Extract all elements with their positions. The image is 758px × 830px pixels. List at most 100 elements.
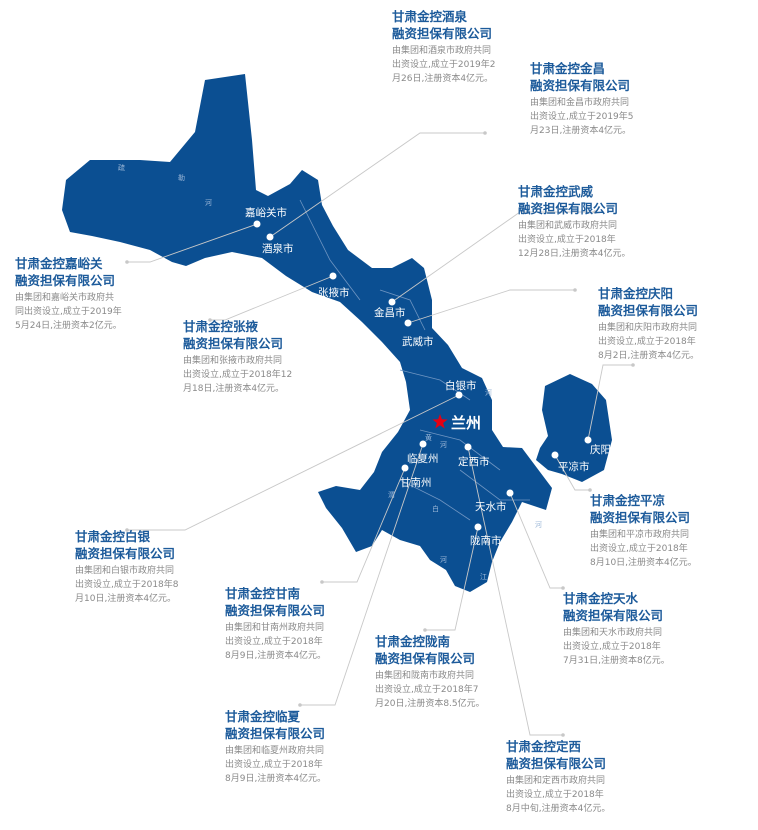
leader-line bbox=[467, 446, 563, 736]
leader-end-dot bbox=[320, 580, 324, 584]
city-dot bbox=[253, 220, 261, 228]
description-line: 由集团和金昌市政府共同 bbox=[530, 98, 630, 108]
company-block: 甘肃金控陇南 融资担保有限公司 由集团和陇南市政府共同 出资设立,成立于2018年7 月… bbox=[375, 633, 485, 711]
company-description: 由集团和金昌市政府共同 出资设立,成立于2019年5 月23日,注册资本4亿元。 bbox=[530, 96, 634, 138]
city-label: 临夏州 bbox=[407, 453, 439, 465]
leader-end-dot bbox=[631, 363, 635, 367]
description-line: 出资设立,成立于2019年5 bbox=[530, 112, 634, 122]
description-line: 由集团和庆阳市政府共同 bbox=[598, 323, 698, 333]
company-block: 甘肃金控临夏融资担保有限公司由集团和临夏州政府共同 出资设立,成立于2018年 8月… bbox=[225, 708, 326, 786]
company-description: 由集团和临夏州政府共同 出资设立,成立于2018年 8月9日,注册资本4亿元。 bbox=[225, 744, 326, 786]
city-dot bbox=[551, 451, 559, 459]
description-line: 由集团和张掖市政府共同 bbox=[183, 356, 283, 366]
star-icon bbox=[432, 414, 448, 429]
company-title-line1: 甘肃金控定西 bbox=[506, 739, 582, 754]
description-line: 由集团和甘南州政府共同 bbox=[225, 623, 325, 633]
company-title-line2: 融资担保有限公司 bbox=[375, 651, 476, 666]
company-block: 甘肃金控嘉峪关 融资担保有限公司 由集团和嘉峪关市政府共 同出资设立,成立于2019年… bbox=[15, 255, 122, 333]
company-title-line1: 甘肃金控庆阳 bbox=[598, 286, 674, 301]
city-dot bbox=[266, 233, 274, 241]
company-block: 甘肃金控酒泉 融资担保有限公司 由集团和酒泉市政府共同 出资设立,成立于2019年2 月… bbox=[392, 8, 496, 86]
company-title-line2: 融资担保有限公司 bbox=[15, 273, 116, 288]
leader-end-dot bbox=[561, 733, 565, 737]
description-line: 8月2日,注册资本4亿元。 bbox=[598, 351, 700, 361]
description-line: 同出资设立,成立于2019年 bbox=[15, 307, 122, 317]
river-label: 黄 bbox=[425, 434, 432, 442]
description-line: 8月10日,注册资本4亿元。 bbox=[590, 558, 697, 568]
river-label: 渭 bbox=[388, 491, 395, 499]
city-dot bbox=[506, 489, 514, 497]
description-line: 由集团和武威市政府共同 bbox=[518, 221, 618, 231]
company-title-line1: 甘肃金控临夏 bbox=[225, 709, 301, 724]
city-label: 庆阳市 bbox=[590, 444, 622, 456]
description-line: 出资设立,成立于2018年 bbox=[563, 642, 661, 652]
boundary-line bbox=[459, 469, 530, 501]
company-title-line2: 融资担保有限公司 bbox=[225, 726, 326, 741]
description-line: 月18日,注册资本4亿元。 bbox=[183, 384, 285, 394]
city-dot bbox=[464, 443, 472, 451]
description-line: 出资设立,成立于2018年8 bbox=[75, 580, 179, 590]
company-description: 由集团和天水市政府共同 出资设立,成立于2018年 7月31日,注册资本8亿元。 bbox=[563, 626, 670, 668]
river-label: 河 bbox=[440, 441, 447, 449]
description-line: 月23日,注册资本4亿元。 bbox=[530, 126, 632, 136]
leader-line bbox=[509, 492, 563, 589]
city-dot bbox=[584, 436, 592, 444]
description-line: 出资设立,成立于2018年 bbox=[518, 235, 616, 245]
company-description: 由集团和白银市政府共同 出资设立,成立于2018年8 月10日,注册资本4亿元。 bbox=[75, 564, 179, 606]
river-label: 河 bbox=[485, 389, 492, 397]
company-title-line2: 融资担保有限公司 bbox=[506, 756, 607, 771]
description-line: 出资设立,成立于2018年 bbox=[598, 337, 696, 347]
city-label: 定西市 bbox=[458, 456, 490, 468]
river-label: 疏 bbox=[118, 164, 125, 172]
city-dot bbox=[455, 391, 463, 399]
description-line: 由集团和定西市政府共同 bbox=[506, 776, 606, 786]
river-label: 勒 bbox=[178, 174, 185, 182]
company-title-line1: 甘肃金控天水 bbox=[563, 591, 639, 606]
river-label: 河 bbox=[205, 199, 212, 207]
city-label: 甘南州 bbox=[400, 477, 432, 489]
map-region-main bbox=[62, 74, 552, 592]
description-line: 出资设立,成立于2018年7 bbox=[375, 685, 479, 695]
company-description: 由集团和陇南市政府共同 出资设立,成立于2018年7 月20日,注册资本8.5亿元。 bbox=[375, 669, 485, 711]
city-label: 武威市 bbox=[402, 336, 434, 348]
leader-end-dot bbox=[573, 288, 577, 292]
company-description: 由集团和武威市政府共同 出资设立,成立于2018年 12月28日,注册资本4亿元。 bbox=[518, 219, 631, 261]
boundary-line bbox=[299, 199, 361, 301]
company-title-line2: 融资担保有限公司 bbox=[392, 26, 493, 41]
description-line: 月10日,注册资本4亿元。 bbox=[75, 594, 177, 604]
leader-line bbox=[407, 289, 575, 324]
description-line: 月26日,注册资本4亿元。 bbox=[392, 74, 494, 84]
capital-label: 兰州 bbox=[451, 414, 482, 432]
description-line: 由集团和陇南市政府共同 bbox=[375, 671, 475, 681]
leader-line bbox=[300, 443, 424, 706]
leader-end-dot bbox=[125, 260, 129, 264]
leader-end-dot bbox=[483, 131, 487, 135]
description-line: 12月28日,注册资本4亿元。 bbox=[518, 249, 631, 259]
city-dot bbox=[329, 272, 337, 280]
company-title-line2: 融资担保有限公司 bbox=[563, 608, 664, 623]
description-line: 由集团和嘉峪关市政府共 bbox=[15, 293, 115, 303]
company-block: 甘肃金控张掖 融资担保有限公司 由集团和张掖市政府共同 出资设立,成立于2018年12… bbox=[183, 318, 292, 396]
city-dot bbox=[388, 298, 396, 306]
company-description: 由集团和庆阳市政府共同 出资设立,成立于2018年 8月2日,注册资本4亿元。 bbox=[598, 321, 699, 363]
description-line: 月20日,注册资本8.5亿元。 bbox=[375, 699, 485, 709]
leader-end-dot bbox=[561, 586, 565, 590]
company-block: 甘肃金控金昌 融资担保有限公司 由集团和金昌市政府共同 出资设立,成立于2019年5 月… bbox=[530, 60, 634, 138]
company-title-line2: 融资担保有限公司 bbox=[530, 78, 631, 93]
leader-line bbox=[210, 275, 334, 321]
map-regions bbox=[62, 74, 612, 592]
description-line: 出资设立,成立于2018年 bbox=[506, 790, 604, 800]
city-label: 陇南市 bbox=[470, 535, 502, 547]
description-line: 8月9日,注册资本4亿元。 bbox=[225, 774, 327, 784]
leader-end-dot bbox=[593, 210, 597, 214]
leader-line bbox=[554, 454, 590, 491]
leader-end-dot bbox=[588, 488, 592, 492]
leader-line bbox=[127, 223, 258, 263]
leader-line bbox=[587, 364, 633, 441]
company-description: 由集团和张掖市政府共同 出资设立,成立于2018年12 月18日,注册资本4亿元。 bbox=[183, 354, 292, 396]
leader-line bbox=[322, 467, 406, 583]
company-title-line1: 甘肃金控甘南 bbox=[225, 586, 301, 601]
description-line: 7月31日,注册资本8亿元。 bbox=[563, 656, 670, 666]
boundary-line bbox=[379, 289, 426, 331]
